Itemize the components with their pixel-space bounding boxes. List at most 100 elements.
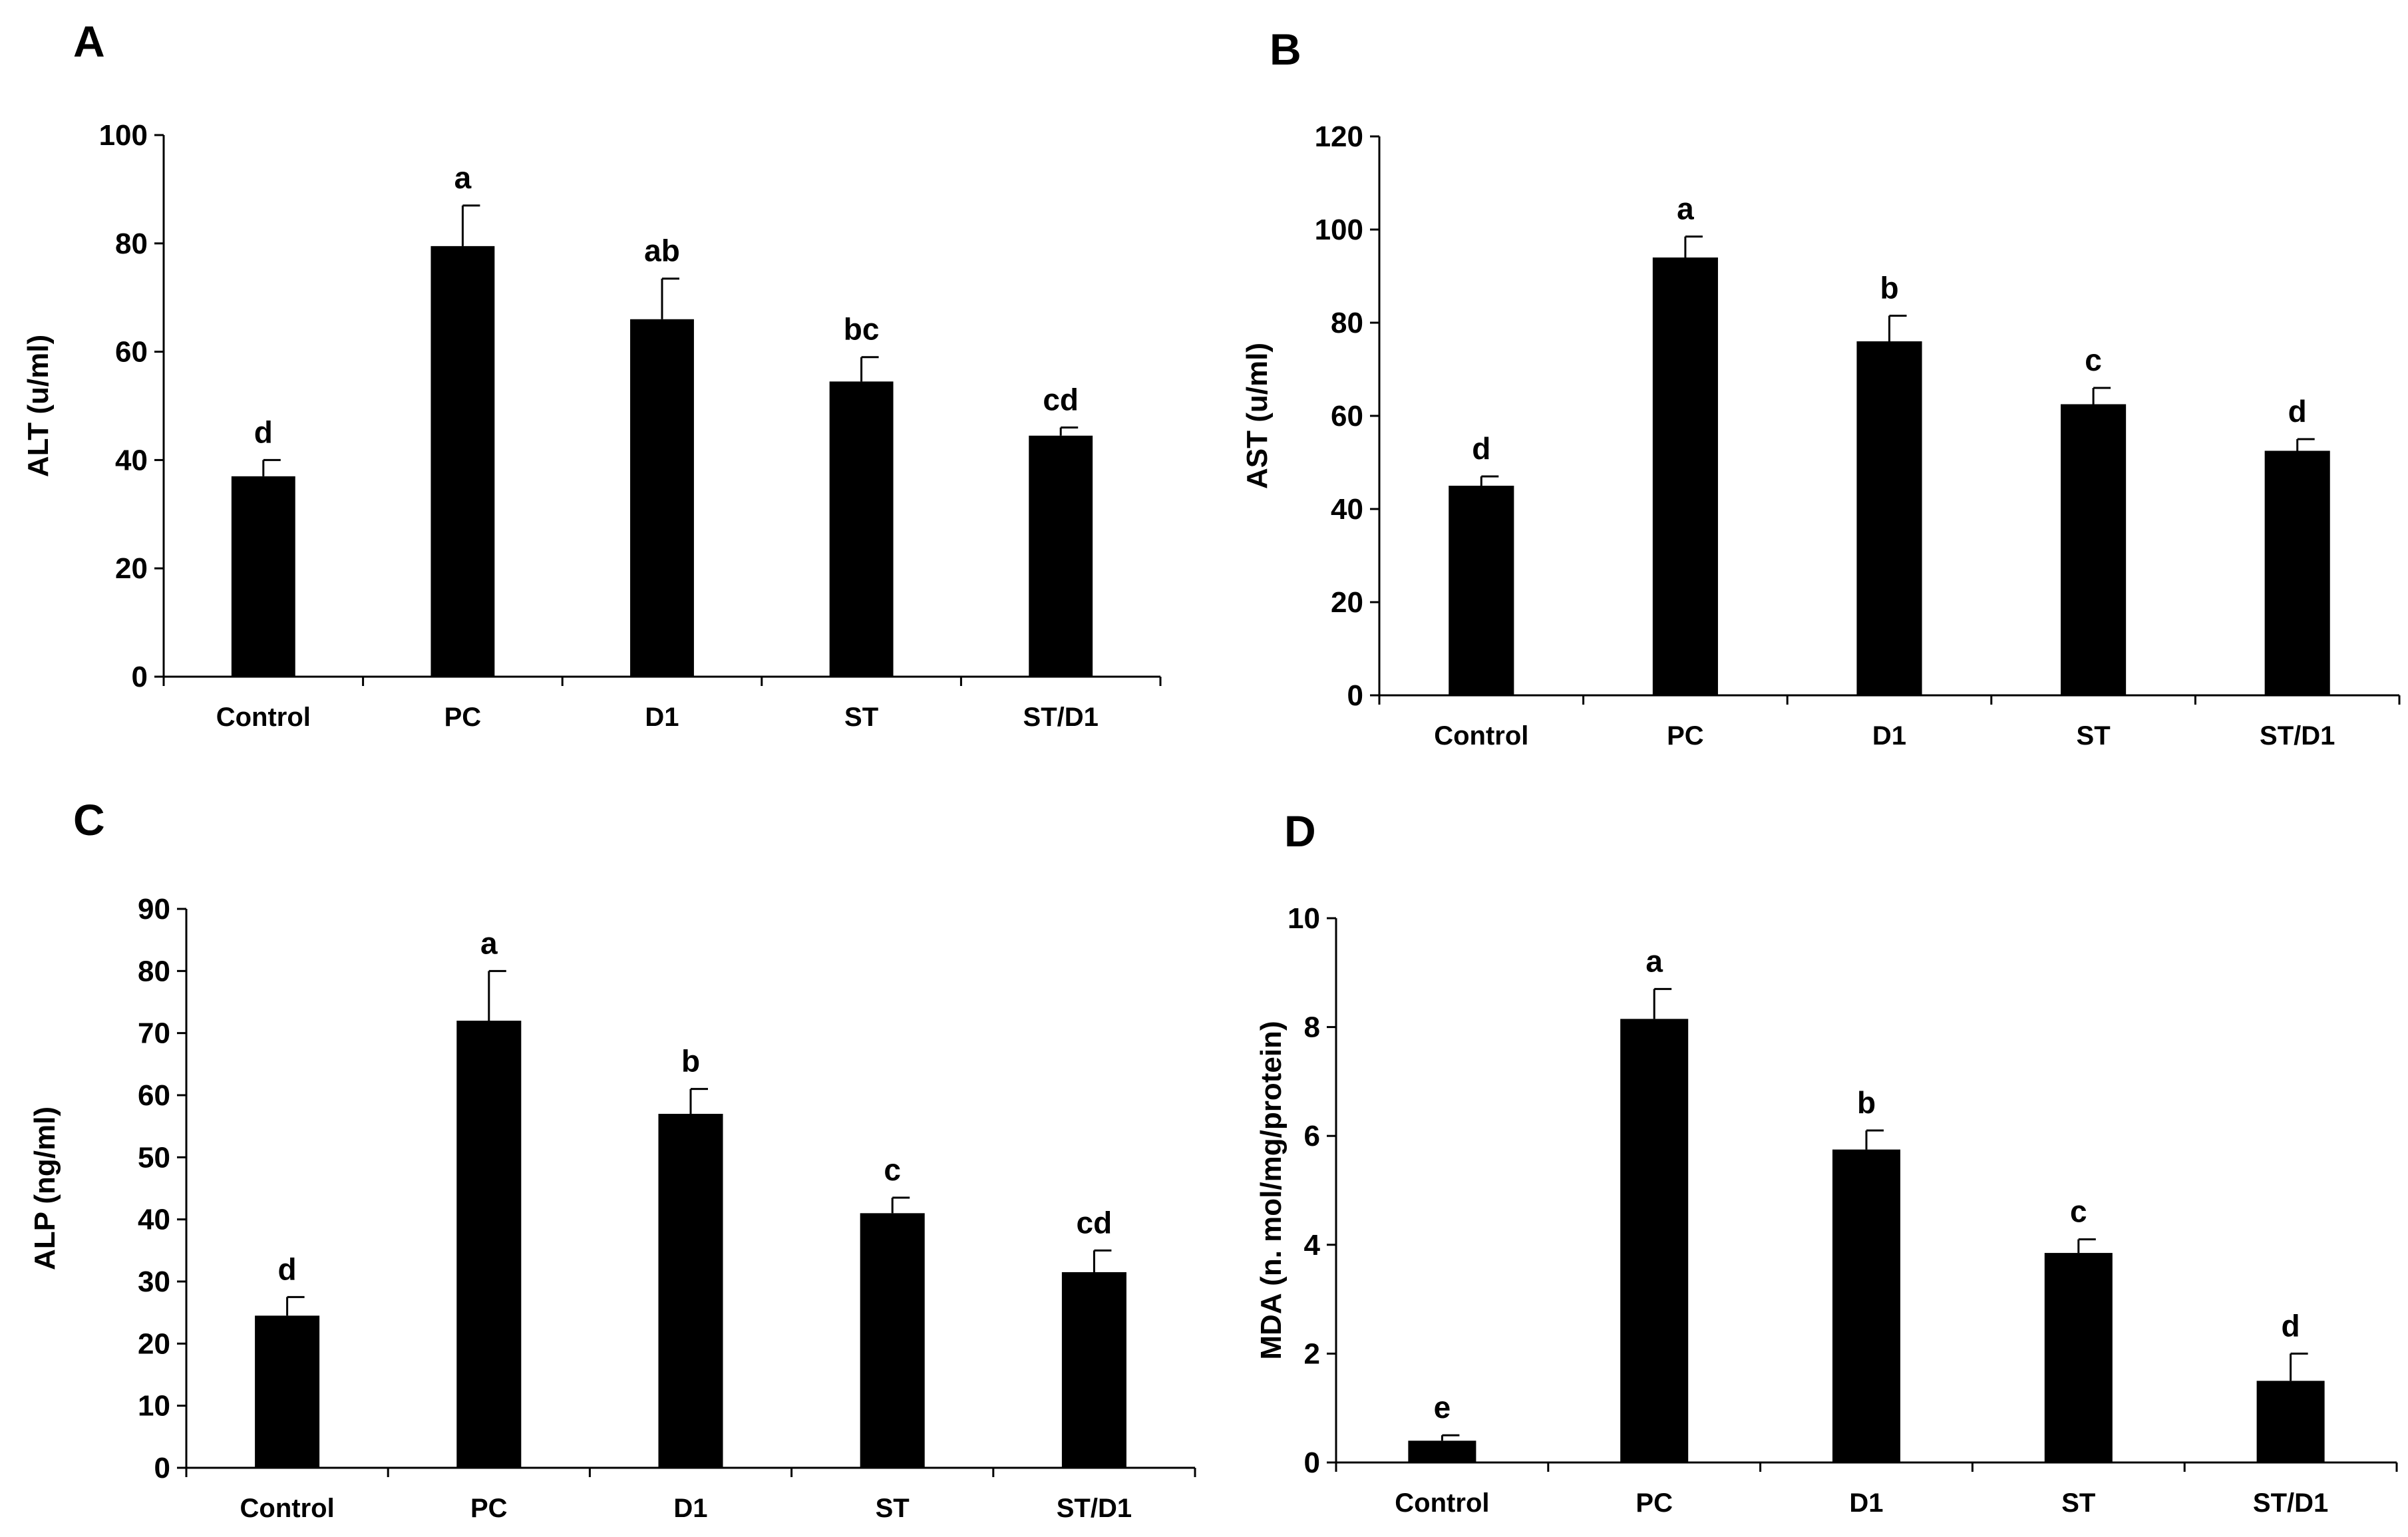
significance-label: c	[884, 1152, 901, 1187]
x-category-label: ST/D1	[2253, 1488, 2328, 1518]
y-tick-label: 10	[1288, 902, 1320, 935]
significance-label: d	[254, 415, 273, 449]
y-tick-label: 60	[138, 1079, 170, 1112]
x-category-label: PC	[1635, 1488, 1673, 1518]
y-tick-label: 20	[1331, 586, 1363, 619]
significance-label: d	[1472, 431, 1490, 466]
bar	[1856, 341, 1922, 695]
bar	[1449, 486, 1514, 695]
y-tick-label: 100	[99, 119, 148, 152]
bar	[430, 246, 495, 677]
significance-label: a	[1645, 943, 1663, 978]
x-category-label: PC	[470, 1494, 508, 1523]
y-tick-label: 0	[154, 1452, 170, 1484]
y-tick-label: 20	[115, 552, 148, 585]
significance-label: c	[2070, 1194, 2087, 1229]
panel-letter: C	[73, 795, 105, 844]
bar	[1029, 435, 1093, 677]
y-tick-label: 8	[1304, 1011, 1320, 1044]
bar	[2256, 1381, 2325, 1462]
y-tick-label: 10	[138, 1390, 170, 1423]
significance-label: a	[1677, 192, 1694, 226]
x-category-label: ST	[2077, 721, 2111, 751]
y-tick-label: 6	[1304, 1120, 1320, 1152]
y-tick-label: 2	[1304, 1337, 1320, 1370]
significance-label: cd	[1043, 383, 1079, 417]
significance-label: d	[2288, 394, 2307, 428]
bar	[1408, 1441, 1476, 1462]
x-category-label: ST/D1	[2260, 721, 2335, 751]
bar	[2044, 1253, 2113, 1462]
significance-label: c	[2085, 343, 2102, 377]
bar	[1652, 257, 1718, 695]
significance-label: d	[2282, 1308, 2300, 1343]
y-tick-label: 40	[138, 1204, 170, 1236]
panel-b: B 0 20 40 60 80 100 120 AST (u/ml) d Control a PC b D1…	[1241, 25, 2401, 751]
significance-label: a	[480, 926, 498, 960]
x-category-label: D1	[673, 1494, 707, 1523]
x-category-label: ST	[844, 703, 878, 732]
bar	[630, 319, 694, 677]
bar	[456, 1021, 522, 1468]
significance-label: d	[278, 1252, 297, 1286]
x-category-label: ST	[876, 1494, 910, 1523]
x-category-label: D1	[1849, 1488, 1883, 1518]
y-axis-title: MDA (n. mol/mg/protein)	[1255, 1021, 1288, 1359]
x-category-label: Control	[1395, 1488, 1489, 1518]
y-tick-label: 100	[1315, 214, 1363, 246]
significance-label: bc	[844, 312, 880, 347]
x-category-label: D1	[1872, 721, 1906, 751]
y-tick-label: 0	[1347, 679, 1363, 712]
bar	[2264, 450, 2330, 695]
y-tick-label: 30	[138, 1266, 170, 1298]
y-tick-label: 20	[138, 1327, 170, 1360]
panel-letter: A	[73, 17, 105, 66]
significance-label: b	[1857, 1085, 1876, 1120]
panel-d: D 0 2 4 6 8 10 MDA (n. mol/mg/protein) e Control a…	[1255, 806, 2398, 1518]
x-category-label: Control	[240, 1494, 335, 1523]
x-category-label: ST/D1	[1057, 1494, 1132, 1523]
bar	[255, 1315, 320, 1468]
x-category-label: PC	[1667, 721, 1704, 751]
bar	[860, 1213, 925, 1468]
significance-label: ab	[644, 234, 680, 268]
y-tick-label: 40	[1331, 493, 1363, 526]
y-tick-label: 0	[132, 661, 148, 693]
bar	[1832, 1149, 1901, 1462]
y-tick-label: 80	[1331, 307, 1363, 339]
panel-c: C 0 10 20 30 40 50 60 70 80 90 ALP (ng/ml) d Control a…	[29, 795, 1196, 1523]
significance-label: b	[681, 1044, 700, 1079]
y-tick-label: 60	[1331, 400, 1363, 432]
y-tick-label: 90	[138, 893, 170, 926]
y-tick-label: 50	[138, 1141, 170, 1174]
y-tick-label: 80	[138, 955, 170, 987]
y-axis-title: AST (u/ml)	[1241, 343, 1274, 489]
x-category-label: ST/D1	[1023, 703, 1099, 732]
panel-letter: D	[1284, 806, 1316, 856]
significance-label: a	[454, 160, 472, 195]
y-axis-title: ALT (u/ml)	[22, 335, 55, 477]
significance-label: b	[1880, 271, 1898, 305]
bar	[2061, 404, 2127, 695]
x-category-label: Control	[1434, 721, 1528, 751]
significance-label: cd	[1077, 1205, 1113, 1240]
bar	[1061, 1272, 1126, 1468]
y-tick-label: 0	[1304, 1447, 1320, 1479]
x-category-label: PC	[444, 703, 482, 732]
y-tick-label: 80	[115, 228, 148, 260]
panel-letter: B	[1270, 25, 1301, 74]
bar	[658, 1114, 723, 1468]
y-tick-label: 60	[115, 336, 148, 369]
y-axis-title: ALP (ng/ml)	[29, 1107, 61, 1270]
y-tick-label: 70	[138, 1017, 170, 1050]
x-category-label: D1	[645, 703, 679, 732]
y-tick-label: 120	[1315, 120, 1363, 153]
bar	[1620, 1019, 1689, 1462]
x-category-label: ST	[2061, 1488, 2095, 1518]
y-tick-label: 40	[115, 444, 148, 476]
significance-label: e	[1434, 1390, 1451, 1425]
bar	[829, 381, 894, 677]
y-tick-label: 4	[1304, 1229, 1321, 1262]
x-category-label: Control	[216, 703, 311, 732]
